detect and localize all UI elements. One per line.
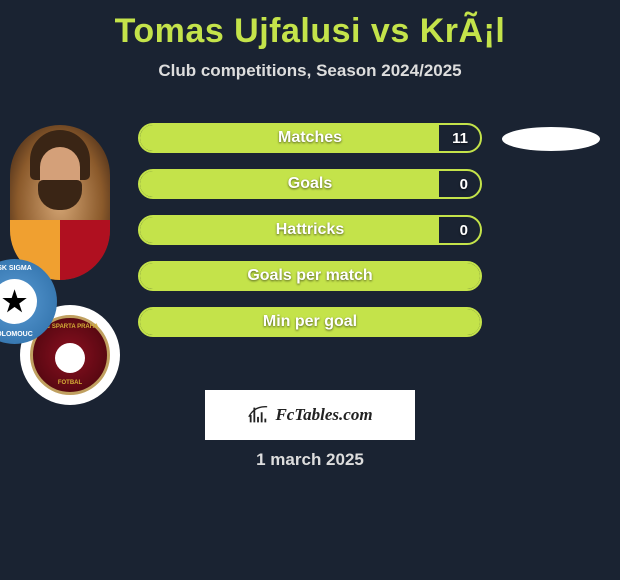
sigma-badge-text-top: SK SIGMA <box>0 265 32 272</box>
stat-bar-hattricks: Hattricks 0 <box>138 215 482 245</box>
player-photo-left <box>10 125 110 280</box>
stat-value: 0 <box>460 217 468 243</box>
stat-value: 0 <box>460 171 468 197</box>
chart-icon <box>247 404 269 426</box>
stats-bars: Matches 11 Goals 0 Hattricks 0 Goals per… <box>138 123 482 353</box>
stat-bar-goals-per-match: Goals per match <box>138 261 482 291</box>
stat-label: Min per goal <box>140 309 480 335</box>
photo-background <box>10 125 110 280</box>
page-title: Tomas Ujfalusi vs KrÃ¡l <box>0 0 620 51</box>
sparta-badge-text-bottom: FOTBAL <box>33 380 107 386</box>
player-beard <box>38 180 82 210</box>
sigma-badge-star: ★ <box>0 279 37 324</box>
stat-bar-goals: Goals 0 <box>138 169 482 199</box>
footer-brand-badge: FcTables.com <box>205 390 415 440</box>
stat-label: Matches <box>140 125 480 151</box>
footer-brand-text: FcTables.com <box>275 405 372 425</box>
right-oval-placeholder <box>502 127 600 151</box>
stat-value: 11 <box>452 125 468 151</box>
stat-bar-min-per-goal: Min per goal <box>138 307 482 337</box>
stat-label: Goals per match <box>140 263 480 289</box>
stat-label: Goals <box>140 171 480 197</box>
page-subtitle: Club competitions, Season 2024/2025 <box>0 61 620 81</box>
footer-date: 1 march 2025 <box>0 450 620 470</box>
stat-label: Hattricks <box>140 217 480 243</box>
stat-bar-matches: Matches 11 <box>138 123 482 153</box>
sigma-badge-text-bottom: OLOMOUC <box>0 331 33 338</box>
